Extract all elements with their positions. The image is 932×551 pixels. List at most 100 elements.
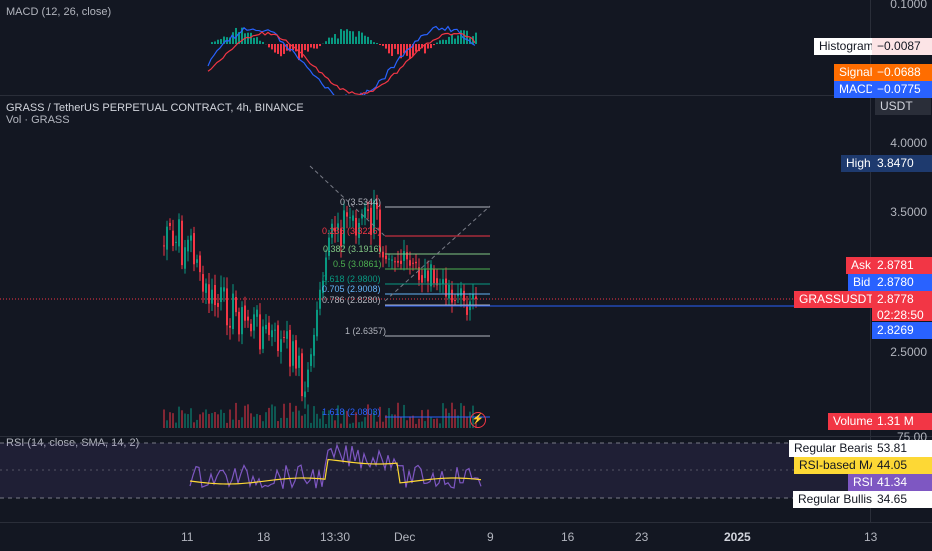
macd-histogram-bar xyxy=(379,44,381,45)
time-axis[interactable]: 11 18 13:30 Dec 9 16 23 2025 13 xyxy=(0,522,932,551)
macd-histogram-bar xyxy=(271,44,273,49)
macd-histogram-bar xyxy=(451,34,453,44)
volume-label: Volume xyxy=(828,413,878,430)
candle xyxy=(382,252,384,258)
volume-bar xyxy=(205,409,207,428)
time-tick: 13 xyxy=(864,530,877,544)
candle xyxy=(226,288,228,325)
macd-histogram-bar xyxy=(352,31,354,44)
candle xyxy=(181,221,183,265)
candle xyxy=(214,285,216,305)
macd-top-tick: 0.1000 xyxy=(890,0,927,11)
macd-histogram-bar xyxy=(361,33,363,44)
candle xyxy=(166,227,168,250)
candle xyxy=(283,337,285,338)
candle xyxy=(193,233,195,264)
price-pane[interactable]: GRASS / TetherUS PERPETUAL CONTRACT, 4h,… xyxy=(0,96,870,436)
candle xyxy=(235,297,237,312)
volume-bar xyxy=(388,408,390,428)
volume-bar xyxy=(178,407,180,428)
volume-bar xyxy=(181,410,183,428)
candle xyxy=(409,260,411,266)
candle xyxy=(385,255,387,259)
macd-histogram-bar xyxy=(232,32,234,44)
candle xyxy=(259,314,261,349)
regular-bullish-value: 34.65 xyxy=(872,491,932,508)
volume-bar xyxy=(238,420,240,428)
rsi-ma-value: 44.05 xyxy=(872,457,932,474)
volume-bar xyxy=(460,403,462,428)
volume-bar xyxy=(172,413,174,428)
volume-bar xyxy=(163,409,165,428)
fib-level-label: 1 (2.6357) xyxy=(345,326,386,336)
volume-bar xyxy=(448,413,450,428)
candle xyxy=(415,262,417,263)
volume-bar xyxy=(226,423,228,428)
candle xyxy=(211,290,213,304)
symbol-price-box: 2.8778 02:28:50 xyxy=(872,291,932,321)
volume-bar xyxy=(202,412,204,428)
candle xyxy=(241,307,243,334)
macd-histogram-bar xyxy=(340,29,342,44)
volume-bar xyxy=(223,413,225,428)
price-tick-3-5: 3.5000 xyxy=(890,205,927,219)
candle xyxy=(298,356,300,368)
fib-level-label: 0 (3.5344) xyxy=(340,197,381,207)
candle xyxy=(466,306,468,315)
lightning-icon[interactable]: ⚡ xyxy=(470,412,486,428)
countdown-timer: 02:28:50 xyxy=(872,308,932,322)
volume-bar xyxy=(418,419,420,428)
regular-bearish-label: Regular Bearish xyxy=(789,440,885,457)
candle xyxy=(190,235,192,240)
macd-histogram-bar xyxy=(301,44,303,58)
candle xyxy=(406,252,408,259)
rsi-pane[interactable]: RSI (14, close, SMA, 14, 2) xyxy=(0,437,870,522)
candle xyxy=(205,283,207,292)
macd-histogram-bar xyxy=(253,38,255,44)
candle xyxy=(208,284,210,303)
candle xyxy=(433,269,435,283)
volume-bar xyxy=(280,418,282,428)
volume-bar xyxy=(349,424,351,428)
candle xyxy=(178,219,180,246)
candle xyxy=(448,285,450,299)
macd-histogram-bar xyxy=(415,44,417,52)
macd-histogram-bar xyxy=(442,40,444,44)
volume-bar xyxy=(406,420,408,428)
volume-bar xyxy=(241,417,243,428)
volume-bar xyxy=(175,423,177,428)
macd-histogram-bar xyxy=(247,33,249,44)
macd-histogram-bar xyxy=(370,40,372,44)
macd-histogram-bar xyxy=(439,40,441,44)
macd-histogram-bar xyxy=(409,44,411,59)
volume-bar xyxy=(271,404,273,428)
macd-histogram-bar xyxy=(250,33,252,44)
candle xyxy=(289,330,291,367)
volume-bar xyxy=(316,414,318,428)
candle xyxy=(424,270,426,279)
macd-histogram-bar xyxy=(397,44,399,54)
candle xyxy=(274,330,276,331)
candle xyxy=(412,263,414,264)
macd-pane[interactable]: MACD (12, 26, close) xyxy=(0,0,870,95)
volume-bar xyxy=(397,403,399,428)
candle xyxy=(346,212,348,216)
macd-histogram-bar xyxy=(373,42,375,44)
macd-histogram-bar xyxy=(391,44,393,56)
volume-bar xyxy=(292,412,294,428)
macd-histogram-bar xyxy=(460,30,462,44)
macd-histogram-bar xyxy=(394,44,396,49)
candle xyxy=(271,330,273,337)
candle xyxy=(268,323,270,335)
volume-bar xyxy=(301,416,303,428)
currency-badge[interactable]: USDT xyxy=(875,98,931,115)
volume-bar xyxy=(220,410,222,428)
macd-histogram-bar xyxy=(466,31,468,44)
fib-level-label: 0.618 (2.9800) xyxy=(322,274,381,284)
price-tick-4: 4.0000 xyxy=(890,136,927,150)
macd-histogram-bar xyxy=(388,44,390,53)
macd-histogram-bar xyxy=(448,37,450,44)
macd-histogram-bar xyxy=(262,42,264,44)
high-value: 3.8470 xyxy=(872,155,932,172)
volume-bar xyxy=(400,417,402,428)
